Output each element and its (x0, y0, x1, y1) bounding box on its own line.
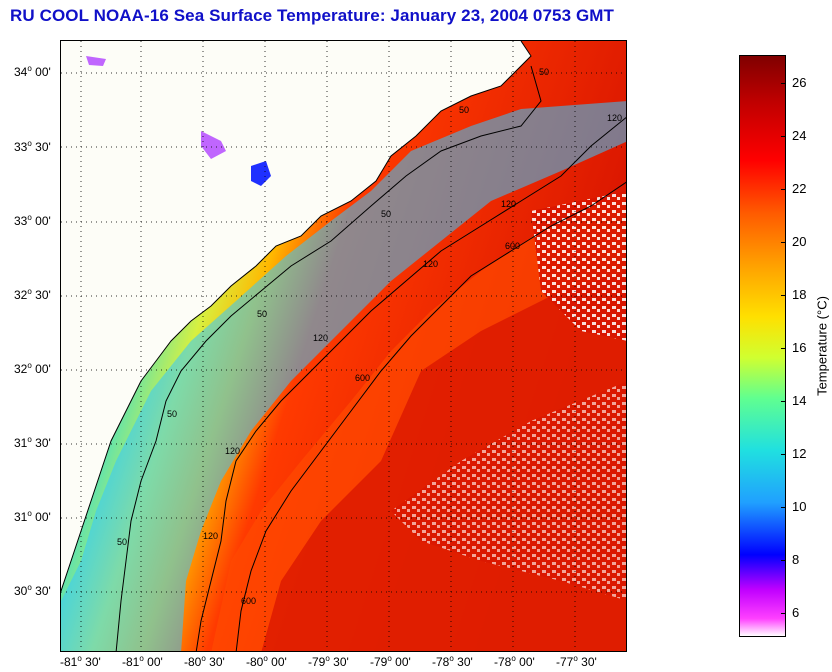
colorbar-tickmark (781, 401, 786, 402)
lon-label: -79o 30' (308, 654, 349, 669)
contour-label: 120 (607, 113, 623, 123)
land-area (61, 41, 531, 591)
colorbar-tick: 6 (792, 605, 800, 620)
colorbar-tick: 26 (792, 75, 807, 90)
colorbar-tickmark (781, 83, 786, 84)
contour-label: 120 (501, 199, 517, 209)
lon-label: -80o 30' (184, 654, 225, 669)
colorbar-tick: 22 (792, 181, 807, 196)
contour-label: 50 (459, 105, 470, 115)
lat-label: 31o 30' (14, 435, 51, 450)
contour-label: 120 (423, 259, 439, 269)
graticule (61, 41, 626, 651)
lat-label: 34o 00' (14, 64, 51, 79)
colorbar-tick: 14 (792, 393, 807, 408)
contour-label: 600 (241, 596, 257, 606)
sst-map-canvas (61, 41, 626, 651)
lat-label: 32o 00' (14, 361, 51, 376)
colorbar-tickmark (781, 454, 786, 455)
contour-label: 50 (167, 409, 178, 419)
lon-label: -77o 30' (556, 654, 597, 669)
colorbar-tickmark (781, 242, 786, 243)
colorbar-tickmark (781, 613, 786, 614)
colorbar-tickmark (781, 189, 786, 190)
contour-label: 120 (313, 333, 329, 343)
sound (86, 56, 106, 66)
colorbar-tick: 18 (792, 287, 807, 302)
lat-label: 33o 00' (14, 213, 51, 228)
lat-label: 32o 30' (14, 287, 51, 302)
colorbar-tickmark (781, 295, 786, 296)
temperature-colorbar (739, 55, 786, 637)
cloud-area (531, 191, 626, 341)
contour-label: 120 (225, 446, 241, 456)
colorbar-tickmark (781, 348, 786, 349)
map-title: RU COOL NOAA-16 Sea Surface Temperature:… (10, 6, 615, 25)
lat-label: 30o 30' (14, 583, 51, 598)
lon-label: -81o 00' (122, 654, 163, 669)
contour-label: 50 (381, 209, 392, 219)
contour-label: 50 (257, 309, 268, 319)
isobath-120 (195, 116, 626, 651)
contour-label: 50 (117, 537, 128, 547)
lat-label: 31o 00' (14, 509, 51, 524)
lat-label: 33o 30' (14, 139, 51, 154)
sst-map[interactable]: 50 50 50 50 50 50 120 120 120 120 120 12… (60, 40, 627, 652)
lon-label: -78o 30' (432, 654, 473, 669)
contour-label: 50 (539, 67, 550, 77)
isobath-50 (115, 65, 542, 651)
colorbar-tick: 8 (792, 552, 800, 567)
colorbar-tickmark (781, 507, 786, 508)
lon-label: -79o 00' (370, 654, 411, 669)
cloud-area-south (391, 381, 626, 601)
colorbar-tick: 20 (792, 234, 807, 249)
lake (251, 161, 271, 186)
colorbar-tick: 16 (792, 340, 807, 355)
sound (201, 131, 226, 159)
colorbar-tickmark (781, 560, 786, 561)
contour-label: 120 (203, 531, 219, 541)
colorbar-label: Temperature (°C) (814, 296, 830, 396)
colorbar-tickmark (781, 136, 786, 137)
lon-label: -78o 00' (494, 654, 535, 669)
colorbar-tick: 24 (792, 128, 807, 143)
colorbar-tick: 12 (792, 446, 807, 461)
shelf-water (61, 101, 626, 651)
contour-label: 600 (355, 373, 371, 383)
lon-label: -81o 30' (60, 654, 101, 669)
contour-label: 600 (505, 241, 521, 251)
colorbar-tick: 10 (792, 499, 807, 514)
coastline (61, 41, 532, 592)
isobath-600 (235, 181, 626, 651)
lon-label: -80o 00' (246, 654, 287, 669)
